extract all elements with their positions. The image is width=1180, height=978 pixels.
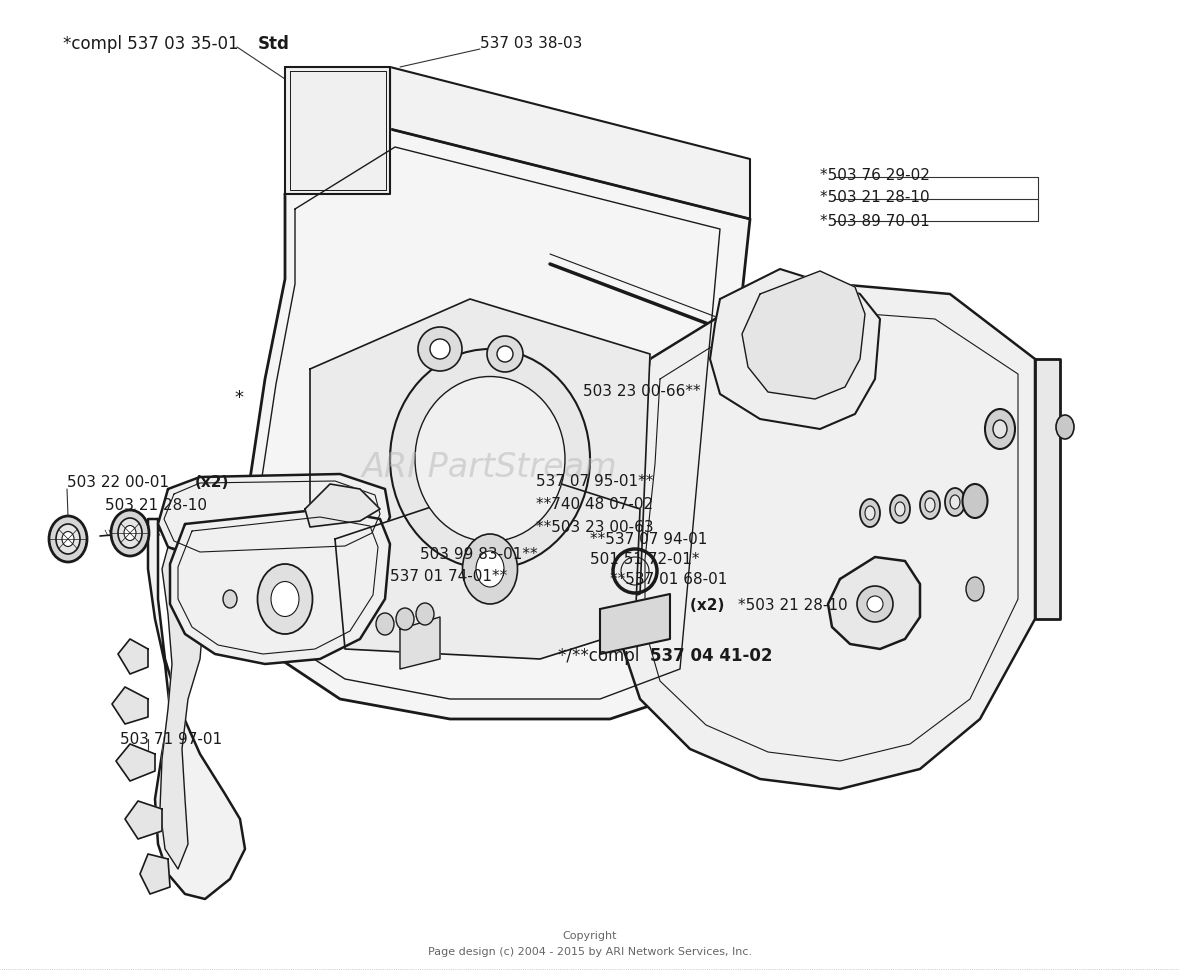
Polygon shape bbox=[286, 67, 391, 195]
Text: 501 51 72-01*: 501 51 72-01* bbox=[590, 552, 700, 567]
Text: 537 03 38-03: 537 03 38-03 bbox=[480, 36, 583, 52]
Ellipse shape bbox=[417, 603, 434, 625]
Text: 503 23 00-66**: 503 23 00-66** bbox=[583, 384, 701, 399]
Text: **537 01 68-01: **537 01 68-01 bbox=[610, 572, 727, 587]
Polygon shape bbox=[400, 617, 440, 669]
Text: Page design (c) 2004 - 2015 by ARI Network Services, Inc.: Page design (c) 2004 - 2015 by ARI Netwo… bbox=[428, 946, 752, 956]
Polygon shape bbox=[391, 67, 750, 220]
Ellipse shape bbox=[994, 421, 1007, 438]
Polygon shape bbox=[148, 519, 245, 899]
Ellipse shape bbox=[223, 591, 237, 608]
Ellipse shape bbox=[890, 496, 910, 523]
Text: 537 01 74-01**: 537 01 74-01** bbox=[391, 569, 507, 584]
Ellipse shape bbox=[966, 577, 984, 601]
Ellipse shape bbox=[950, 496, 961, 510]
Ellipse shape bbox=[925, 499, 935, 512]
Circle shape bbox=[497, 346, 513, 363]
Ellipse shape bbox=[55, 524, 80, 555]
Text: (x2): (x2) bbox=[690, 598, 729, 613]
Polygon shape bbox=[1035, 360, 1060, 619]
Polygon shape bbox=[125, 801, 162, 839]
Text: *503 89 70-01: *503 89 70-01 bbox=[820, 213, 930, 228]
Polygon shape bbox=[304, 484, 380, 527]
Ellipse shape bbox=[396, 608, 414, 631]
Text: **503 23 00-63: **503 23 00-63 bbox=[536, 520, 654, 535]
Ellipse shape bbox=[415, 378, 565, 542]
Polygon shape bbox=[828, 557, 920, 649]
Text: ARI PartStream: ARI PartStream bbox=[362, 451, 618, 484]
Polygon shape bbox=[742, 272, 865, 400]
Polygon shape bbox=[158, 474, 391, 559]
Text: (x2): (x2) bbox=[195, 475, 229, 490]
Ellipse shape bbox=[860, 500, 880, 527]
Ellipse shape bbox=[463, 534, 518, 604]
Text: 537 07 95-01**: 537 07 95-01** bbox=[536, 474, 654, 489]
Circle shape bbox=[418, 328, 463, 372]
Ellipse shape bbox=[271, 582, 299, 617]
Polygon shape bbox=[310, 299, 650, 619]
Ellipse shape bbox=[945, 488, 965, 516]
Polygon shape bbox=[599, 595, 670, 654]
Polygon shape bbox=[335, 474, 640, 659]
Circle shape bbox=[867, 597, 883, 612]
Text: 503 21 28-10: 503 21 28-10 bbox=[105, 498, 206, 513]
Ellipse shape bbox=[865, 507, 876, 520]
Ellipse shape bbox=[376, 613, 394, 636]
Text: *503 21 28-10: *503 21 28-10 bbox=[820, 191, 930, 205]
Polygon shape bbox=[160, 548, 205, 869]
Text: 537 04 41-02: 537 04 41-02 bbox=[650, 646, 773, 664]
Text: 503 71 97-01: 503 71 97-01 bbox=[120, 732, 222, 747]
Ellipse shape bbox=[920, 492, 940, 519]
Circle shape bbox=[487, 336, 523, 373]
Ellipse shape bbox=[63, 532, 74, 547]
Text: *503 21 28-10: *503 21 28-10 bbox=[738, 598, 847, 613]
Text: *compl 537 03 35-01: *compl 537 03 35-01 bbox=[63, 35, 244, 53]
Text: **740 48 07-02: **740 48 07-02 bbox=[536, 497, 653, 511]
Ellipse shape bbox=[111, 511, 149, 556]
Ellipse shape bbox=[985, 410, 1015, 450]
Polygon shape bbox=[710, 270, 880, 429]
Text: *: * bbox=[234, 388, 243, 407]
Ellipse shape bbox=[50, 516, 87, 562]
Ellipse shape bbox=[1056, 416, 1074, 439]
Polygon shape bbox=[140, 854, 170, 894]
Text: 503 99 83-01**: 503 99 83-01** bbox=[420, 547, 538, 562]
Text: *503 76 29-02: *503 76 29-02 bbox=[820, 167, 930, 182]
Text: Std: Std bbox=[258, 35, 290, 53]
Polygon shape bbox=[170, 510, 391, 664]
Text: Copyright: Copyright bbox=[563, 930, 617, 940]
Polygon shape bbox=[112, 688, 148, 725]
Ellipse shape bbox=[391, 350, 590, 569]
Text: 503 22 00-01: 503 22 00-01 bbox=[67, 475, 173, 490]
Ellipse shape bbox=[118, 518, 142, 549]
Circle shape bbox=[430, 339, 450, 360]
Text: */**compl: */**compl bbox=[558, 646, 644, 664]
Polygon shape bbox=[116, 744, 155, 781]
Ellipse shape bbox=[124, 526, 136, 541]
Ellipse shape bbox=[476, 552, 504, 588]
Ellipse shape bbox=[257, 564, 313, 635]
Polygon shape bbox=[620, 280, 1035, 789]
Ellipse shape bbox=[963, 484, 988, 518]
Circle shape bbox=[857, 587, 893, 622]
Polygon shape bbox=[118, 640, 148, 674]
Polygon shape bbox=[245, 130, 750, 719]
Text: **537 07 94-01: **537 07 94-01 bbox=[590, 532, 707, 547]
Ellipse shape bbox=[894, 503, 905, 516]
